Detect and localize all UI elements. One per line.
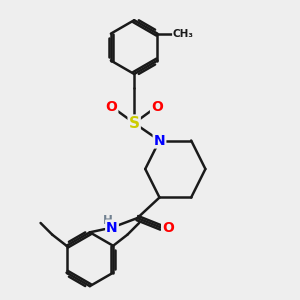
- Text: H: H: [103, 214, 113, 227]
- Text: O: O: [105, 100, 117, 114]
- Text: O: O: [162, 220, 174, 235]
- Text: CH₃: CH₃: [173, 28, 194, 39]
- Text: N: N: [106, 220, 118, 235]
- Text: N: N: [154, 134, 165, 148]
- Text: S: S: [129, 116, 140, 130]
- Text: O: O: [151, 100, 163, 114]
